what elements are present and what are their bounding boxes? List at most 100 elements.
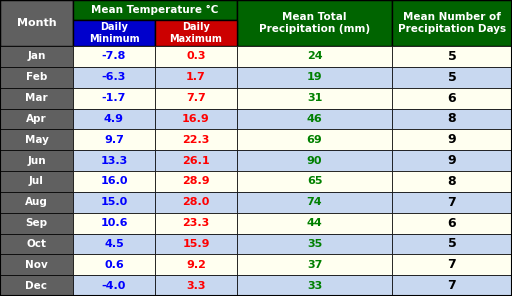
Bar	[0, 67, 73, 88]
Bar	[0, 254, 73, 275]
Bar	[73, 0, 237, 20]
Bar	[0, 46, 73, 67]
Text: 24: 24	[307, 52, 323, 61]
Bar	[0, 0, 73, 46]
Bar	[155, 109, 237, 129]
Bar	[392, 88, 512, 109]
Bar	[155, 20, 237, 46]
Text: Mar: Mar	[25, 93, 48, 103]
Text: 7.7: 7.7	[186, 93, 206, 103]
Bar	[392, 46, 512, 67]
Text: 69: 69	[307, 135, 323, 145]
Text: Jul: Jul	[29, 176, 44, 186]
Bar	[392, 275, 512, 296]
Text: 6: 6	[447, 217, 456, 230]
Bar	[0, 129, 73, 150]
Bar	[73, 46, 155, 67]
Bar	[155, 129, 237, 150]
Bar	[73, 234, 155, 254]
Text: 9.2: 9.2	[186, 260, 206, 270]
Bar	[155, 213, 237, 234]
Text: 5: 5	[447, 50, 456, 63]
Text: 10.6: 10.6	[100, 218, 128, 228]
Bar	[392, 129, 512, 150]
Bar	[237, 275, 392, 296]
Text: 28.9: 28.9	[182, 176, 210, 186]
Bar	[237, 254, 392, 275]
Text: 7: 7	[447, 196, 456, 209]
Text: 4.5: 4.5	[104, 239, 124, 249]
Text: 15.9: 15.9	[182, 239, 210, 249]
Text: 13.3: 13.3	[100, 156, 127, 165]
Bar	[73, 109, 155, 129]
Text: Dec: Dec	[26, 281, 48, 291]
Bar	[392, 192, 512, 213]
Bar	[237, 46, 392, 67]
Text: 9: 9	[447, 133, 456, 146]
Text: Feb: Feb	[26, 72, 47, 82]
Bar	[0, 171, 73, 192]
Bar	[155, 67, 237, 88]
Text: 16.9: 16.9	[182, 114, 210, 124]
Text: 90: 90	[307, 156, 322, 165]
Bar	[155, 234, 237, 254]
Text: Jan: Jan	[27, 52, 46, 61]
Text: Mean Temperature °C: Mean Temperature °C	[91, 5, 219, 15]
Bar	[155, 88, 237, 109]
Bar	[392, 0, 512, 46]
Bar	[392, 150, 512, 171]
Bar	[155, 46, 237, 67]
Text: Nov: Nov	[25, 260, 48, 270]
Bar	[73, 20, 155, 46]
Bar	[73, 275, 155, 296]
Text: 0.3: 0.3	[186, 52, 206, 61]
Text: 7: 7	[447, 258, 456, 271]
Bar	[73, 67, 155, 88]
Text: Oct: Oct	[27, 239, 47, 249]
Text: 33: 33	[307, 281, 322, 291]
Text: 5: 5	[447, 71, 456, 84]
Text: 15.0: 15.0	[100, 197, 127, 207]
Bar	[73, 254, 155, 275]
Text: 35: 35	[307, 239, 322, 249]
Bar	[392, 234, 512, 254]
Text: 7: 7	[447, 279, 456, 292]
Text: 3.3: 3.3	[186, 281, 206, 291]
Text: 74: 74	[307, 197, 323, 207]
Text: 1.7: 1.7	[186, 72, 206, 82]
Bar	[392, 171, 512, 192]
Text: 8: 8	[447, 112, 456, 126]
Bar	[0, 234, 73, 254]
Text: 0.6: 0.6	[104, 260, 124, 270]
Bar	[0, 275, 73, 296]
Bar	[237, 234, 392, 254]
Bar	[0, 192, 73, 213]
Text: 6: 6	[447, 91, 456, 104]
Bar	[237, 67, 392, 88]
Text: 16.0: 16.0	[100, 176, 128, 186]
Bar	[0, 109, 73, 129]
Text: Month: Month	[17, 18, 56, 28]
Bar	[155, 150, 237, 171]
Bar	[0, 213, 73, 234]
Bar	[155, 254, 237, 275]
Text: Jun: Jun	[27, 156, 46, 165]
Bar	[73, 150, 155, 171]
Text: 28.0: 28.0	[182, 197, 210, 207]
Text: Sep: Sep	[26, 218, 48, 228]
Bar	[237, 129, 392, 150]
Bar	[392, 254, 512, 275]
Text: Daily
Minimum: Daily Minimum	[89, 22, 139, 44]
Text: 8: 8	[447, 175, 456, 188]
Bar	[237, 192, 392, 213]
Text: Aug: Aug	[25, 197, 48, 207]
Text: 22.3: 22.3	[182, 135, 210, 145]
Text: 9.7: 9.7	[104, 135, 124, 145]
Bar	[237, 0, 392, 46]
Text: 46: 46	[307, 114, 323, 124]
Text: -4.0: -4.0	[102, 281, 126, 291]
Bar	[237, 109, 392, 129]
Text: May: May	[25, 135, 49, 145]
Text: 4.9: 4.9	[104, 114, 124, 124]
Text: -1.7: -1.7	[102, 93, 126, 103]
